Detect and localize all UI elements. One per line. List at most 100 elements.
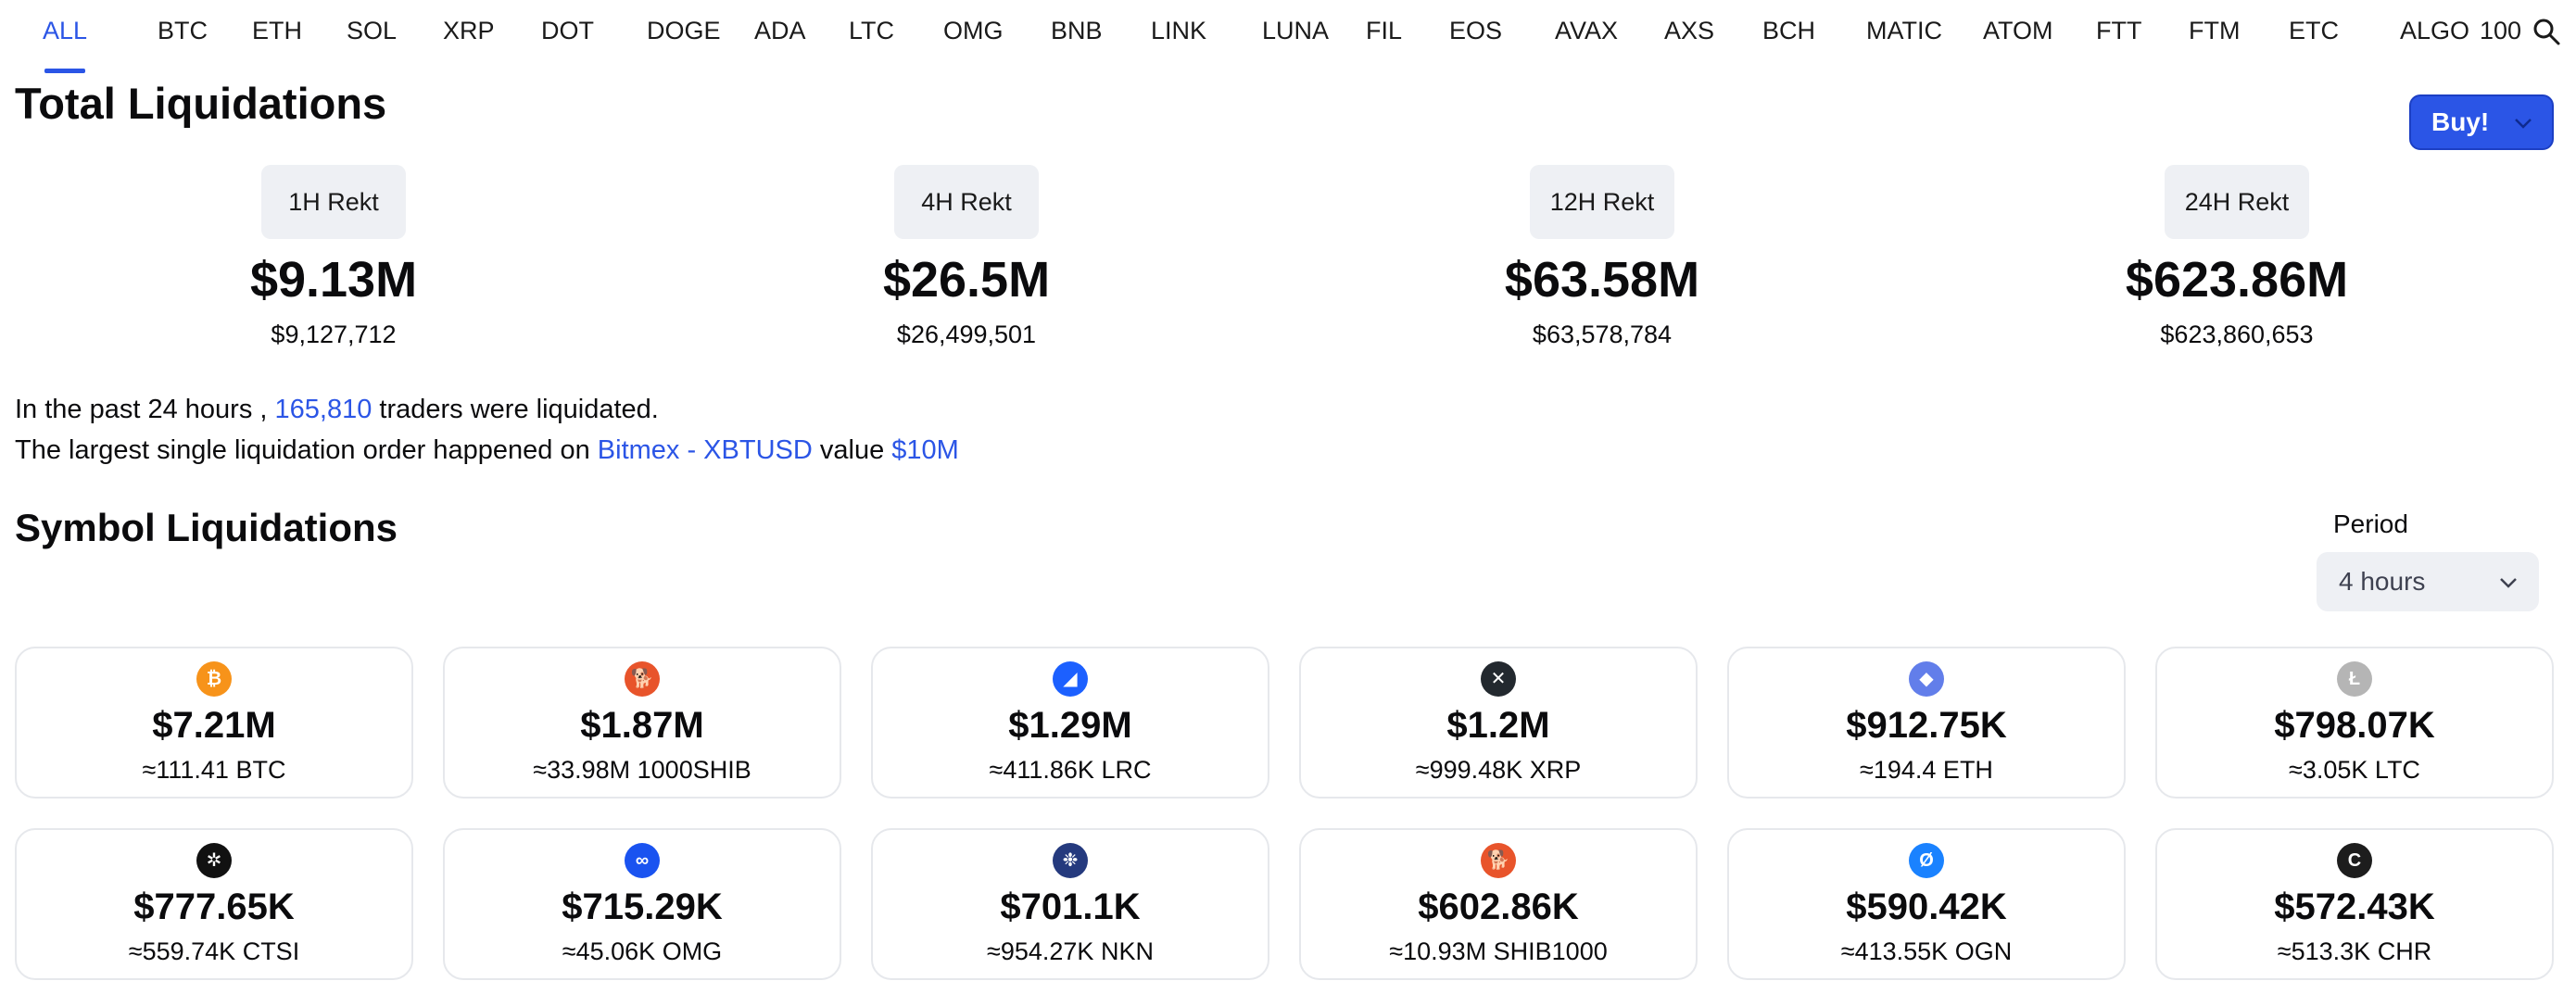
symbol-card[interactable]: Ł $798.07K ≈3.05K LTC [2155, 647, 2554, 799]
rekt-exact-amount: $63,578,784 [1532, 321, 1673, 348]
tab-atom[interactable]: ATOM [1983, 17, 2053, 44]
rekt-exact-amount: $9,127,712 [271, 321, 397, 348]
omg-icon: ∞ [625, 843, 660, 878]
traders-count: 165,810 [274, 395, 373, 424]
symbol-card[interactable]: ❉ $701.1K ≈954.27K NKN [871, 828, 1269, 980]
symbol-amount: $590.42K [1846, 887, 2007, 927]
symbol-amount: $798.07K [2274, 705, 2435, 746]
rekt-amount: $9.13M [249, 252, 418, 308]
tab-bnb[interactable]: BNB [1051, 17, 1103, 44]
symbol-card[interactable]: C $572.43K ≈513.3K CHR [2155, 828, 2554, 980]
exchange-link[interactable]: Bitmex - XBTUSD [597, 435, 813, 465]
tab-100[interactable]: 100 [2480, 17, 2522, 44]
symbol-amount: $1.29M [1008, 705, 1132, 746]
tab-ftm[interactable]: FTM [2189, 17, 2241, 44]
tab-matic[interactable]: MATIC [1866, 17, 1942, 44]
rekt-label[interactable]: 1H Rekt [261, 165, 406, 239]
summary-line-2: The largest single liquidation order hap… [15, 430, 959, 471]
summary-text: In the past 24 hours , [15, 395, 275, 424]
chevron-down-icon [2500, 578, 2517, 588]
tab-eth[interactable]: ETH [252, 17, 302, 44]
tab-btc[interactable]: BTC [158, 17, 208, 44]
symbol-card[interactable]: ✲ $777.65K ≈559.74K CTSI [15, 828, 413, 980]
symbol-quantity: ≈513.3K CHR [2277, 937, 2432, 965]
origin-icon: Ø [1909, 843, 1944, 878]
search-icon[interactable] [2532, 17, 2561, 46]
symbol-amount: $7.21M [152, 705, 276, 746]
tab-fil[interactable]: FIL [1366, 17, 1403, 44]
period-select[interactable]: 4 hours [2317, 552, 2539, 611]
rekt-amount: $623.86M [2125, 252, 2349, 308]
liquidation-summary: In the past 24 hours , 165,810 traders w… [15, 389, 959, 471]
chevron-down-icon [2515, 119, 2532, 129]
symbol-card[interactable]: ✕ $1.2M ≈999.48K XRP [1299, 647, 1698, 799]
tab-luna[interactable]: LUNA [1262, 17, 1330, 44]
symbol-quantity: ≈3.05K LTC [2289, 756, 2420, 784]
symbol-amount: $912.75K [1846, 705, 2007, 746]
rekt-label[interactable]: 4H Rekt [894, 165, 1039, 239]
tab-eos[interactable]: EOS [1449, 17, 1503, 44]
symbol-amount: $701.1K [1000, 887, 1141, 927]
symbol-card[interactable]: 🐕 $1.87M ≈33.98M 1000SHIB [443, 647, 841, 799]
period-value: 4 hours [2339, 567, 2426, 596]
buy-button-label: Buy! [2431, 107, 2490, 136]
symbol-quantity: ≈45.06K OMG [562, 937, 723, 965]
symbol-quantity: ≈111.41 BTC [142, 756, 286, 784]
symbol-card[interactable]: ◢ $1.29M ≈411.86K LRC [871, 647, 1269, 799]
shib-icon: 🐕 [625, 661, 660, 697]
tab-axs[interactable]: AXS [1664, 17, 1715, 44]
tab-sol[interactable]: SOL [347, 17, 398, 44]
symbol-card-grid: ₿ $7.21M ≈111.41 BTC 🐕 $1.87M ≈33.98M 1000SHI… [15, 647, 2556, 980]
tab-ada[interactable]: ADA [754, 17, 806, 44]
tab-avax[interactable]: AVAX [1555, 17, 1619, 44]
symbol-quantity: ≈954.27K NKN [987, 937, 1154, 965]
symbol-amount: $1.87M [580, 705, 704, 746]
tab-algo[interactable]: ALGO [2400, 17, 2470, 44]
summary-text: traders were liquidated. [372, 395, 659, 424]
symbol-quantity: ≈411.86K LRC [989, 756, 1152, 784]
ethereum-icon: ◆ [1909, 661, 1944, 697]
symbol-amount: $1.2M [1446, 705, 1550, 746]
rekt-amount: $63.58M [1504, 252, 1700, 308]
symbol-quantity: ≈194.4 ETH [1860, 756, 1993, 784]
tab-bch[interactable]: BCH [1762, 17, 1816, 44]
tab-link[interactable]: LINK [1151, 17, 1207, 44]
tab-doge[interactable]: DOGE [647, 17, 721, 44]
rekt-12h: 12H Rekt $63.58M $63,578,784 [1417, 165, 1787, 349]
symbol-quantity: ≈413.55K OGN [1840, 937, 2013, 965]
loopring-icon: ◢ [1053, 661, 1088, 697]
symbol-amount: $777.65K [133, 887, 295, 927]
buy-button[interactable]: Buy! [2409, 94, 2554, 150]
rekt-exact-amount: $26,499,501 [896, 321, 1037, 348]
symbol-card[interactable]: 🐕 $602.86K ≈10.93M SHIB1000 [1299, 828, 1698, 980]
rekt-label[interactable]: 12H Rekt [1530, 165, 1674, 239]
tab-xrp[interactable]: XRP [443, 17, 495, 44]
symbol-card[interactable]: ₿ $7.21M ≈111.41 BTC [15, 647, 413, 799]
summary-text: value [812, 435, 892, 465]
tab-all[interactable]: ALL [43, 0, 87, 73]
rekt-1h: 1H Rekt $9.13M $9,127,712 [148, 165, 519, 349]
rekt-4h: 4H Rekt $26.5M $26,499,501 [781, 165, 1152, 349]
tab-dot[interactable]: DOT [541, 17, 594, 44]
symbol-amount: $602.86K [1418, 887, 1579, 927]
nkn-icon: ❉ [1053, 843, 1088, 878]
tab-etc[interactable]: ETC [2289, 17, 2339, 44]
tab-ftt[interactable]: FTT [2096, 17, 2142, 44]
rekt-24h: 24H Rekt $623.86M $623,860,653 [2052, 165, 2422, 349]
symbol-tabs: ALL BTC ETH SOL XRP DOT DOGE ADA LTC OMG BNB LINK LU… [0, 0, 2576, 76]
symbol-card[interactable]: ◆ $912.75K ≈194.4 ETH [1727, 647, 2126, 799]
symbol-card[interactable]: ∞ $715.29K ≈45.06K OMG [443, 828, 841, 980]
tab-omg[interactable]: OMG [943, 17, 1004, 44]
tab-ltc[interactable]: LTC [849, 17, 895, 44]
symbol-amount: $572.43K [2274, 887, 2435, 927]
symbol-liquidations-title: Symbol Liquidations [15, 506, 398, 549]
symbol-quantity: ≈10.93M SHIB1000 [1389, 937, 1608, 965]
period-label: Period [2333, 509, 2408, 538]
symbol-card[interactable]: Ø $590.42K ≈413.55K OGN [1727, 828, 2126, 980]
bitcoin-icon: ₿ [196, 661, 232, 697]
litecoin-icon: Ł [2337, 661, 2372, 697]
rekt-label[interactable]: 24H Rekt [2165, 165, 2309, 239]
rekt-exact-amount: $623,860,653 [2160, 321, 2314, 348]
summary-text: The largest single liquidation order hap… [15, 435, 598, 465]
symbol-quantity: ≈999.48K XRP [1415, 756, 1582, 784]
